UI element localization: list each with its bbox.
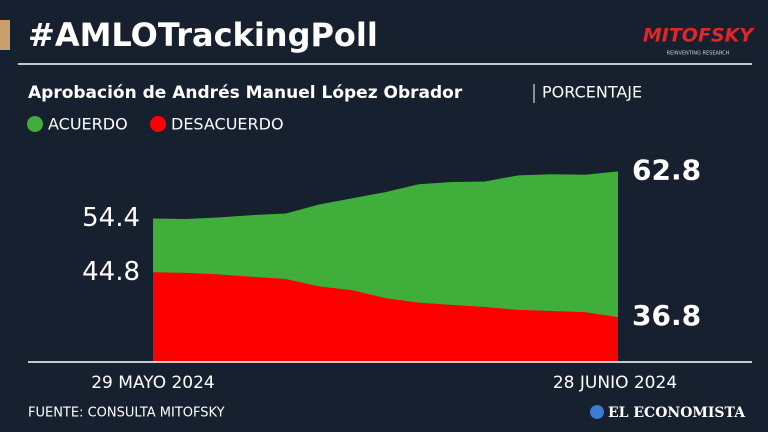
chart-title: #AMLOTrackingPoll (28, 16, 378, 54)
unit-label: PORCENTAJE (542, 83, 642, 102)
legend-swatch (150, 116, 166, 132)
pollster-tagline: REINVENTING RESEARCH (667, 51, 730, 57)
chart-subtitle: Aprobación de Andrés Manuel López Obrado… (28, 83, 463, 103)
source: FUENTE: CONSULTA MITOFSKY (28, 406, 225, 421)
value-label: 36.8 (632, 299, 701, 332)
area (153, 272, 618, 362)
publisher-logo: EL ECONOMISTA (608, 405, 746, 421)
legend-swatch (27, 116, 43, 132)
x-tick-label: 29 MAYO 2024 (91, 373, 215, 393)
x-tick-label: 28 JUNIO 2024 (553, 373, 677, 393)
value-label: 54.4 (82, 203, 140, 233)
value-label: 44.8 (82, 257, 140, 287)
title-accent (0, 20, 10, 50)
legend-label: ACUERDO (48, 115, 128, 134)
legend-label: DESACUERDO (171, 115, 284, 134)
pollster-logo: MITOFSKY (643, 25, 755, 47)
value-label: 62.8 (632, 153, 701, 186)
publisher-icon (590, 405, 604, 419)
